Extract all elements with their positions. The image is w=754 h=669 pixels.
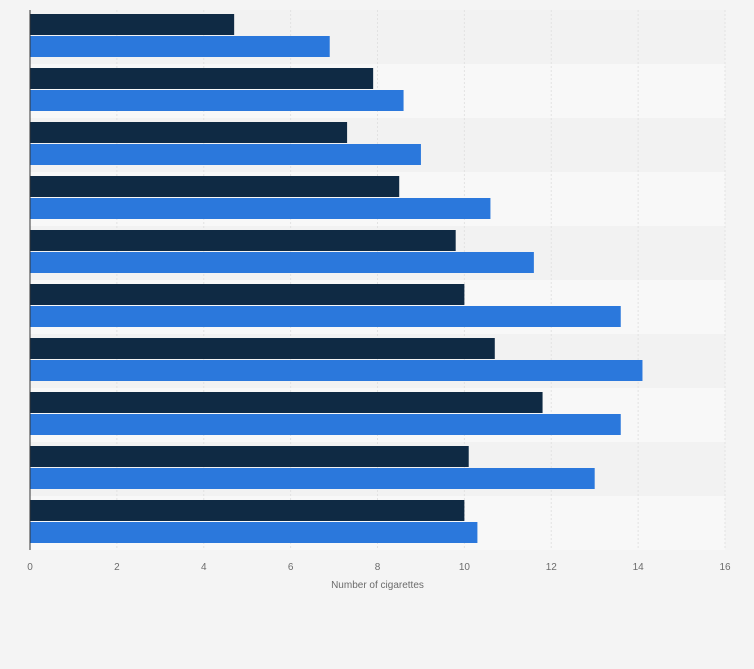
bar-series-2-row-7	[30, 360, 643, 381]
bar-series-2-row-6	[30, 306, 621, 327]
x-tick-label: 12	[546, 562, 558, 573]
x-tick-label: 8	[375, 562, 381, 573]
x-tick-label: 2	[114, 562, 120, 573]
bar-series-1-row-8	[30, 392, 543, 413]
bar-series-2-row-8	[30, 414, 621, 435]
x-tick-label: 4	[201, 562, 207, 573]
bar-series-1-row-2	[30, 68, 374, 89]
bar-series-2-row-2	[30, 90, 404, 111]
x-tick-label: 0	[27, 562, 33, 573]
bar-series-1-row-7	[30, 338, 495, 359]
bar-series-2-row-9	[30, 468, 595, 489]
bar-series-2-row-3	[30, 144, 421, 165]
bar-series-1-row-4	[30, 176, 400, 197]
bar-series-2-row-1	[30, 36, 330, 57]
x-tick-labels: 0 2 4 6 8 10 12 14 16	[27, 562, 731, 573]
bar-series-1-row-5	[30, 230, 456, 251]
bar-series-2-row-5	[30, 252, 534, 273]
x-tick-label: 14	[633, 562, 645, 573]
x-tick-label: 16	[719, 562, 731, 573]
x-tick-label: 6	[288, 562, 294, 573]
bar-series-1-row-6	[30, 284, 465, 305]
x-axis-title: Number of cigarettes	[331, 580, 424, 591]
bar-series-1-row-9	[30, 446, 469, 467]
bar-series-1-row-1	[30, 14, 235, 35]
x-tick-label: 10	[459, 562, 471, 573]
bars	[30, 14, 643, 543]
bar-series-1-row-3	[30, 122, 348, 143]
bar-series-1-row-10	[30, 500, 465, 521]
bar-series-2-row-4	[30, 198, 491, 219]
bar-series-2-row-10	[30, 522, 478, 543]
